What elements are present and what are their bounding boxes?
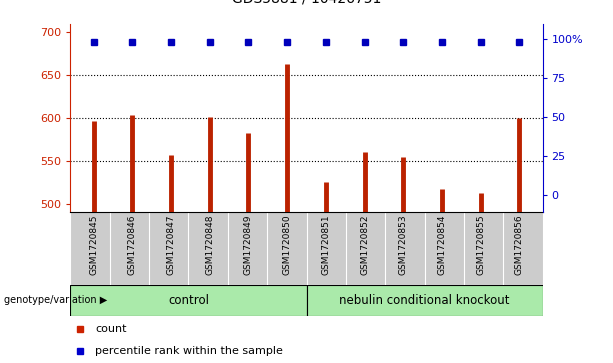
Text: GSM1720856: GSM1720856 [515,215,524,275]
Text: GSM1720845: GSM1720845 [89,215,98,275]
Text: GSM1720852: GSM1720852 [360,215,369,275]
Text: control: control [168,294,209,307]
Text: genotype/variation ▶: genotype/variation ▶ [4,295,107,305]
Bar [306,285,543,316]
Bar [70,285,306,316]
Text: GSM1720850: GSM1720850 [283,215,292,275]
Text: percentile rank within the sample: percentile rank within the sample [95,346,283,356]
Text: GSM1720854: GSM1720854 [438,215,446,275]
Text: GDS5881 / 10426751: GDS5881 / 10426751 [232,0,381,5]
Text: nebulin conditional knockout: nebulin conditional knockout [339,294,510,307]
Text: GSM1720846: GSM1720846 [128,215,137,275]
Text: GSM1720853: GSM1720853 [398,215,408,275]
Text: count: count [95,324,126,334]
Text: GSM1720847: GSM1720847 [167,215,175,275]
Text: GSM1720848: GSM1720848 [205,215,215,275]
Text: GSM1720855: GSM1720855 [476,215,485,275]
Text: GSM1720851: GSM1720851 [321,215,330,275]
Text: GSM1720849: GSM1720849 [244,215,253,275]
